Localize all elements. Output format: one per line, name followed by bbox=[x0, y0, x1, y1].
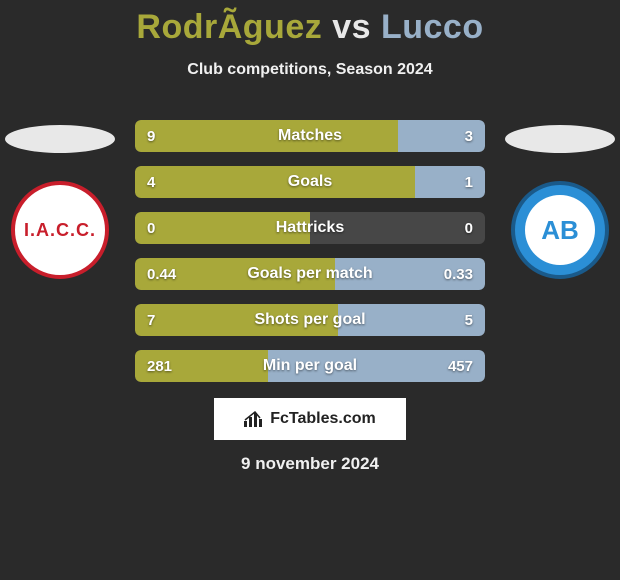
stat-bar-row: 7Shots per goal5 bbox=[135, 304, 485, 336]
stat-bar-row: 281Min per goal457 bbox=[135, 350, 485, 382]
bar-value-right: 3 bbox=[465, 120, 473, 152]
right-ellipse bbox=[505, 125, 615, 153]
bar-label: Min per goal bbox=[135, 350, 485, 382]
stat-bars: 9Matches3 4Goals1 0Hattricks0 0.44Goals per… bbox=[135, 120, 485, 396]
right-club-badge: AB bbox=[511, 181, 609, 279]
player1-name: RodrÃ­guez bbox=[136, 8, 322, 46]
stat-bar-row: 0Hattricks0 bbox=[135, 212, 485, 244]
bar-value-right: 1 bbox=[465, 166, 473, 198]
bar-value-right: 457 bbox=[448, 350, 473, 382]
bar-value-right: 0 bbox=[465, 212, 473, 244]
stat-bar-row: 4Goals1 bbox=[135, 166, 485, 198]
watermark: FcTables.com bbox=[214, 398, 406, 440]
chart-icon bbox=[244, 411, 264, 427]
bar-label: Goals per match bbox=[135, 258, 485, 290]
bar-label: Shots per goal bbox=[135, 304, 485, 336]
left-ellipse bbox=[5, 125, 115, 153]
left-club-column: I.A.C.C. bbox=[0, 125, 120, 279]
player2-name: Lucco bbox=[381, 8, 484, 46]
bar-label: Hattricks bbox=[135, 212, 485, 244]
right-club-column: AB bbox=[500, 125, 620, 279]
right-club-abbrev: AB bbox=[525, 195, 595, 265]
subtitle: Club competitions, Season 2024 bbox=[0, 61, 620, 79]
vs-text: vs bbox=[332, 8, 371, 46]
stat-bar-row: 0.44Goals per match0.33 bbox=[135, 258, 485, 290]
comparison-title: RodrÃ­guez vs Lucco bbox=[0, 0, 620, 47]
left-club-badge: I.A.C.C. bbox=[11, 181, 109, 279]
watermark-text: FcTables.com bbox=[270, 410, 376, 428]
stat-bar-row: 9Matches3 bbox=[135, 120, 485, 152]
bar-value-right: 0.33 bbox=[444, 258, 473, 290]
bar-label: Goals bbox=[135, 166, 485, 198]
bar-value-right: 5 bbox=[465, 304, 473, 336]
left-club-abbrev: I.A.C.C. bbox=[24, 220, 96, 241]
date-text: 9 november 2024 bbox=[0, 454, 620, 474]
bar-label: Matches bbox=[135, 120, 485, 152]
